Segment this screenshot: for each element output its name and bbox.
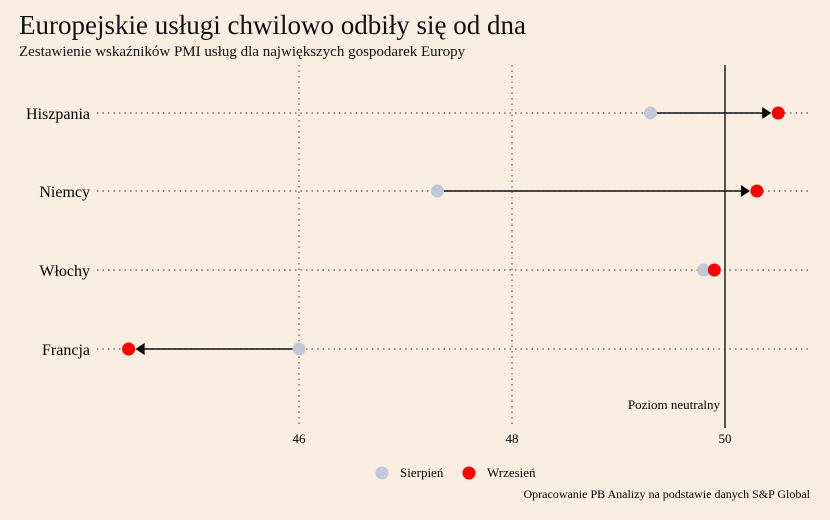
legend-marker-wrzesien [462, 466, 476, 480]
category-label: Niemcy [39, 184, 90, 201]
change-arrowhead [740, 185, 750, 197]
point-wrzesien [707, 263, 721, 277]
category-label: Włochy [39, 263, 90, 280]
point-wrzesien [771, 106, 785, 120]
legend-label-sierpien: Sierpień [400, 465, 444, 480]
point-sierpien [292, 342, 306, 356]
x-tick-label: 50 [719, 431, 732, 446]
change-arrowhead [762, 107, 772, 119]
point-sierpien [643, 106, 657, 120]
x-tick-label: 46 [293, 431, 307, 446]
point-wrzesien [750, 184, 764, 198]
chart-subtitle: Zestawienie wskaźników PMI usług dla naj… [19, 44, 466, 60]
reference-line-label: Poziom neutralny [628, 397, 721, 412]
point-sierpien [697, 263, 711, 277]
x-tick-label: 48 [506, 431, 519, 446]
legend-label-wrzesien: Wrzesień [487, 465, 536, 480]
legend-marker-sierpien [375, 466, 389, 480]
chart-title: Europejskie usługi chwilowo odbiły się o… [19, 10, 526, 40]
point-wrzesien [122, 342, 136, 356]
category-label: Francja [42, 342, 90, 359]
source-note: Opracowanie PB Analizy na podstawie dany… [524, 487, 811, 501]
category-label: Hiszpania [26, 106, 90, 123]
change-arrowhead [135, 343, 145, 355]
point-sierpien [430, 184, 444, 198]
